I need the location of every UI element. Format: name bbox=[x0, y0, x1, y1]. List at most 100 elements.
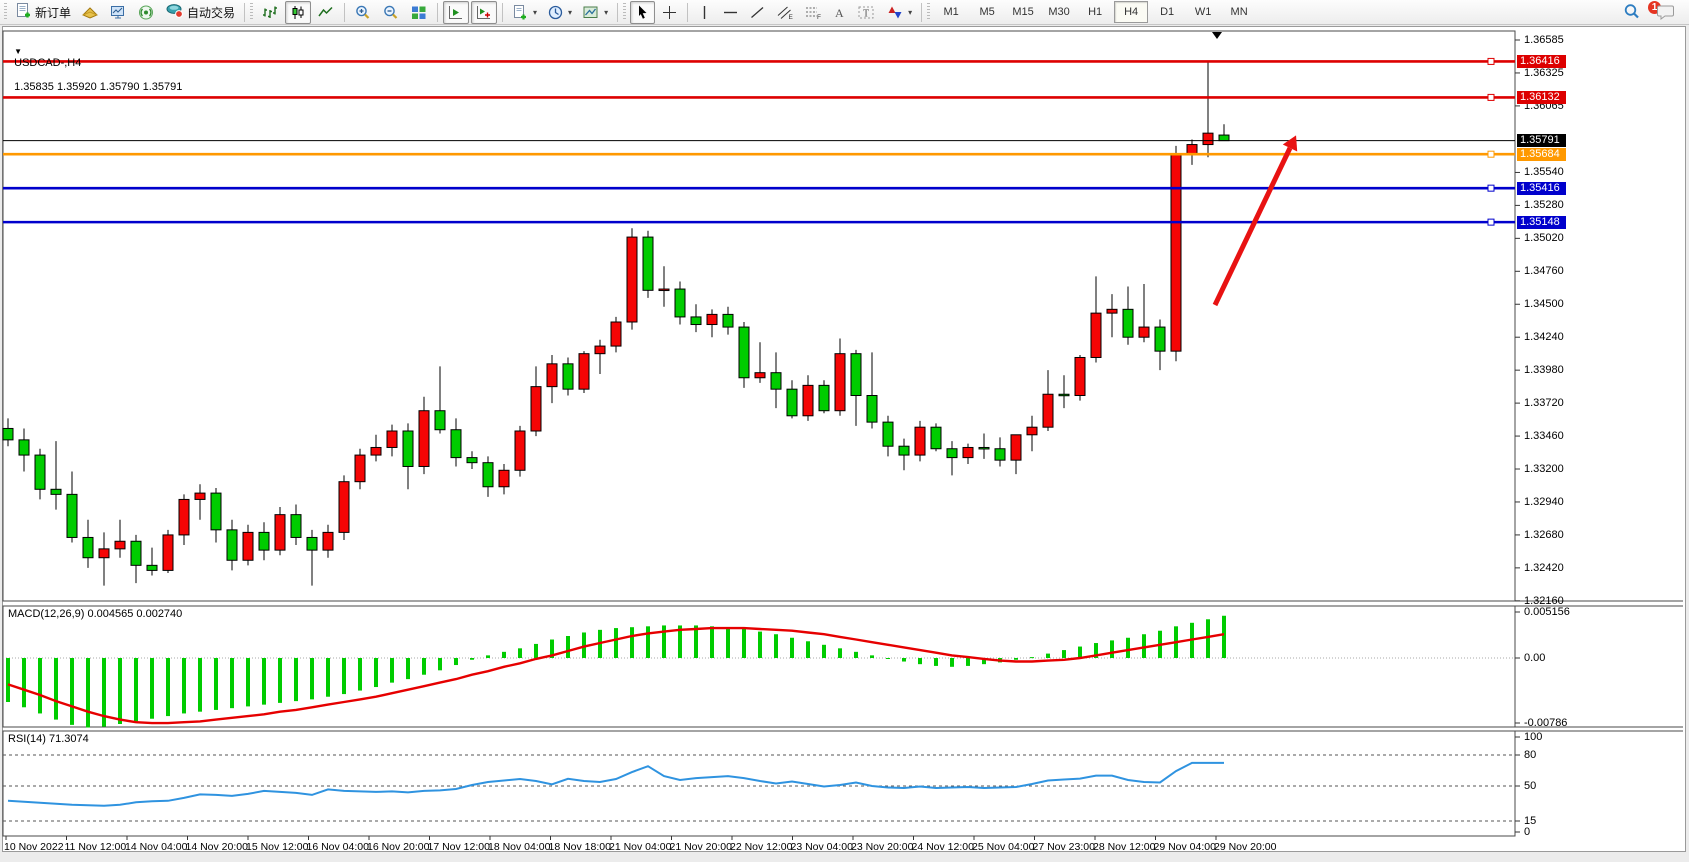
price-axis-tick: 1.36325 bbox=[1524, 67, 1564, 79]
chart-profile-button[interactable] bbox=[77, 1, 103, 24]
time-axis-label: 16 Nov 20:00 bbox=[367, 841, 430, 853]
candlestick-chart-button[interactable] bbox=[285, 0, 312, 24]
tile-windows-button[interactable] bbox=[406, 1, 432, 24]
zoom-in-button[interactable] bbox=[350, 1, 376, 24]
main-plot-frame bbox=[2, 30, 1516, 602]
text-label-button[interactable]: T bbox=[853, 1, 880, 24]
price-axis-tick: 1.32420 bbox=[1524, 561, 1564, 574]
macd-axis-tick: 0.00 bbox=[1524, 652, 1546, 664]
search-button[interactable] bbox=[1619, 1, 1645, 24]
level-line-handle[interactable] bbox=[1487, 150, 1495, 158]
trendline-icon bbox=[751, 6, 764, 18]
toolbar-grip[interactable] bbox=[4, 3, 7, 21]
time-axis-label: 18 Nov 04:00 bbox=[488, 841, 551, 853]
zoom-out-icon bbox=[384, 5, 398, 19]
annotation-arrowhead bbox=[1282, 135, 1298, 152]
chart-window bbox=[2, 26, 1686, 852]
toolbar-separator bbox=[921, 2, 923, 22]
svg-text:F: F bbox=[817, 14, 821, 21]
new-chart-button[interactable]: ▾ bbox=[508, 1, 541, 24]
toolbar-separator bbox=[617, 2, 619, 22]
crosshair-icon bbox=[663, 5, 677, 19]
macd-signal-line bbox=[7, 626, 1225, 725]
time-axis-label: 10 Nov 2022 bbox=[4, 841, 64, 853]
dropdown-arrow-icon: ▾ bbox=[604, 7, 609, 17]
dropdown-arrow-icon: ▾ bbox=[533, 7, 538, 17]
svg-text:T: T bbox=[863, 8, 869, 19]
templates-button[interactable]: ▾ bbox=[578, 1, 612, 24]
notifications-button[interactable]: 1 bbox=[1648, 1, 1680, 24]
new-order-button[interactable]: 新订单 bbox=[11, 1, 75, 24]
chart-shift-button[interactable] bbox=[471, 0, 498, 24]
cursor-button[interactable] bbox=[630, 0, 656, 24]
toolbar-separator bbox=[437, 2, 439, 22]
trendline-button[interactable] bbox=[745, 1, 770, 24]
timeframe-button-h1[interactable]: H1 bbox=[1088, 6, 1103, 18]
clock-icon bbox=[548, 5, 563, 19]
price-axis-tick: 1.32940 bbox=[1524, 496, 1564, 508]
time-axis-label: 27 Nov 23:00 bbox=[1032, 841, 1095, 853]
dropdown-arrow-icon: ▾ bbox=[568, 7, 573, 17]
horizontal-line-button[interactable] bbox=[718, 1, 743, 24]
vertical-line-button[interactable] bbox=[693, 1, 716, 24]
timeframe-button-h4[interactable]: H4 bbox=[1114, 1, 1149, 23]
equidistant-channel-button[interactable]: E bbox=[772, 1, 798, 24]
line-chart-button[interactable] bbox=[313, 1, 339, 24]
timeframe-button-d1[interactable]: D1 bbox=[1160, 6, 1175, 18]
price-axis-tick: 1.34500 bbox=[1524, 298, 1564, 311]
timeframe-button-w1[interactable]: W1 bbox=[1194, 6, 1212, 18]
price-axis-tick: 1.32680 bbox=[1524, 528, 1564, 541]
level-line-handle[interactable] bbox=[1487, 57, 1495, 65]
auto-scroll-button[interactable] bbox=[443, 0, 470, 24]
arrows-button[interactable]: ▾ bbox=[882, 1, 916, 24]
auto-trading-button[interactable]: 自动交易 bbox=[161, 1, 239, 24]
chart-title-symbol: USDCAD-,H4 bbox=[14, 57, 82, 69]
price-axis-tick: 1.33720 bbox=[1524, 397, 1564, 410]
text-a-icon: A bbox=[835, 6, 844, 20]
timeframe-button-m15[interactable]: M15 bbox=[1012, 6, 1034, 18]
candlestick-series bbox=[2, 60, 1230, 586]
timeframe-buttons: M1 M5 M15 M30 H1 H4 D1 W1 MN bbox=[933, 1, 1257, 23]
profile-icon bbox=[82, 6, 98, 19]
svg-text:A: A bbox=[835, 6, 844, 20]
chat-bubble-icon bbox=[1657, 5, 1674, 20]
timeframe-button-mn[interactable]: MN bbox=[1230, 6, 1248, 18]
market-watch-button[interactable] bbox=[105, 1, 131, 24]
main-toolbar: 新订单 自动交易 bbox=[0, 0, 1689, 25]
level-line-handle[interactable] bbox=[1487, 93, 1495, 101]
zoom-out-button[interactable] bbox=[378, 1, 404, 24]
chart-title: ▼ USDCAD-,H4 1.35835 1.35920 1.35790 1.3… bbox=[8, 33, 182, 93]
new-order-label: 新订单 bbox=[35, 5, 72, 20]
level-line-handle[interactable] bbox=[1487, 184, 1495, 192]
bid-price-badge: 1.35791 bbox=[1517, 134, 1566, 148]
annotation-arrow[interactable] bbox=[1212, 146, 1293, 307]
cursor-icon bbox=[639, 5, 647, 19]
level-line-handle[interactable] bbox=[1487, 218, 1495, 226]
equidistant-channel-icon: E bbox=[777, 6, 794, 21]
market-watch-icon bbox=[111, 5, 125, 18]
price-axis-tick: 1.34760 bbox=[1524, 265, 1564, 278]
toolbar-grip[interactable] bbox=[623, 3, 627, 21]
symbol-dropdown-icon[interactable]: ▼ bbox=[14, 47, 23, 56]
shift-end-marker[interactable] bbox=[1212, 32, 1222, 39]
timeframe-button-m30[interactable]: M30 bbox=[1048, 6, 1070, 18]
bar-chart-icon bbox=[263, 6, 278, 18]
macd-axis-tick: 0.005156 bbox=[1524, 606, 1570, 618]
signals-icon bbox=[139, 5, 154, 19]
toolbar-separator bbox=[344, 2, 346, 22]
fibonacci-button[interactable]: F bbox=[800, 1, 826, 24]
price-axis-tick: 1.35020 bbox=[1524, 232, 1564, 245]
timeframe-button-m1[interactable]: M1 bbox=[943, 6, 959, 18]
crosshair-button[interactable] bbox=[657, 1, 682, 24]
new-order-icon bbox=[15, 2, 32, 22]
bar-chart-button[interactable] bbox=[257, 1, 283, 24]
period-clock-button[interactable]: ▾ bbox=[543, 1, 576, 24]
toolbar-separator bbox=[687, 2, 689, 22]
toolbar-grip[interactable] bbox=[250, 3, 254, 21]
price-axis-tick: 1.32160 bbox=[1524, 594, 1564, 607]
signals-button[interactable] bbox=[133, 1, 159, 24]
timeframe-button-m5[interactable]: M5 bbox=[979, 6, 995, 18]
toolbar-grip[interactable] bbox=[927, 3, 931, 21]
text-button[interactable]: A bbox=[828, 1, 851, 24]
